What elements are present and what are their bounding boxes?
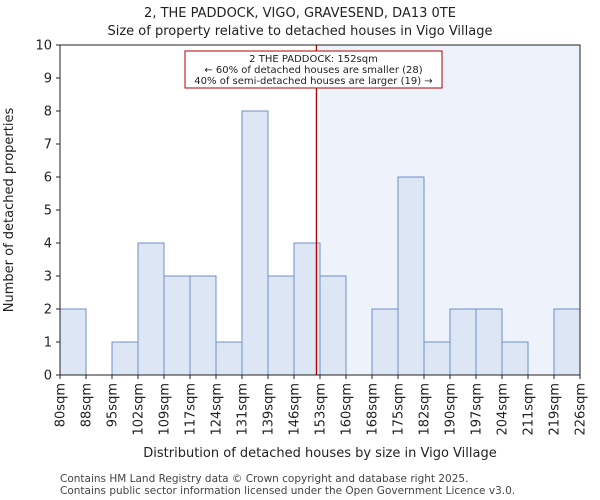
x-tick-label: 211sqm bbox=[522, 383, 537, 436]
y-tick-label: 5 bbox=[44, 204, 52, 219]
y-tick-label: 7 bbox=[44, 138, 52, 153]
x-tick-label: 204sqm bbox=[496, 383, 511, 436]
y-tick-label: 8 bbox=[44, 105, 52, 120]
y-tick-label: 10 bbox=[35, 39, 52, 54]
x-tick-label: 153sqm bbox=[314, 383, 329, 436]
bar-197sqm bbox=[475, 308, 503, 376]
x-tick-label: 175sqm bbox=[392, 383, 407, 436]
bar-139sqm bbox=[267, 275, 295, 376]
annotation-line-1: 2 THE PADDOCK: 152sqm bbox=[249, 54, 378, 65]
x-tick-label: 102sqm bbox=[132, 383, 147, 436]
y-tick-label: 3 bbox=[44, 270, 52, 285]
x-tick-label: 197sqm bbox=[470, 383, 485, 436]
bar-109sqm bbox=[163, 275, 191, 376]
y-axis-label: Number of detached properties bbox=[2, 108, 17, 313]
y-tick-label: 9 bbox=[44, 72, 52, 87]
bar-80sqm bbox=[59, 308, 87, 376]
bar-102sqm bbox=[137, 242, 165, 376]
x-tick-label: 182sqm bbox=[418, 383, 433, 436]
bar-182sqm bbox=[423, 341, 451, 376]
x-tick-label: 109sqm bbox=[158, 383, 173, 436]
x-tick-label: 139sqm bbox=[262, 383, 277, 436]
annotation-box: 2 THE PADDOCK: 152sqm ← 60% of detached … bbox=[184, 50, 443, 89]
footer-line-1: Contains HM Land Registry data © Crown c… bbox=[60, 473, 469, 485]
y-tick-label: 0 bbox=[44, 369, 52, 384]
x-tick-label: 131sqm bbox=[236, 383, 251, 436]
y-tick-label: 6 bbox=[44, 171, 52, 186]
bar-153sqm bbox=[319, 275, 347, 376]
bar-219sqm bbox=[553, 308, 581, 376]
bar-131sqm bbox=[241, 110, 269, 376]
bar-190sqm bbox=[449, 308, 477, 376]
y-tick-label: 1 bbox=[44, 336, 52, 351]
bar-124sqm bbox=[215, 341, 243, 376]
x-tick-label: 80sqm bbox=[54, 383, 69, 427]
x-axis-label: Distribution of detached houses by size … bbox=[143, 446, 496, 461]
bar-204sqm bbox=[501, 341, 529, 376]
bar-146sqm bbox=[293, 242, 321, 376]
bar-168sqm bbox=[371, 308, 399, 376]
footer-line-2: Contains public sector information licen… bbox=[60, 485, 516, 497]
x-tick-label: 160sqm bbox=[340, 383, 355, 436]
x-tick-label: 88sqm bbox=[80, 383, 95, 427]
y-tick-label: 4 bbox=[44, 237, 52, 252]
y-tick-label: 2 bbox=[44, 303, 52, 318]
x-tick-label: 95sqm bbox=[106, 383, 121, 427]
x-tick-label: 219sqm bbox=[548, 383, 563, 436]
x-tick-label: 168sqm bbox=[366, 383, 381, 436]
bar-95sqm bbox=[111, 341, 139, 376]
x-tick-label: 190sqm bbox=[444, 383, 459, 436]
bar-117sqm bbox=[189, 275, 217, 376]
annotation-line-2: ← 60% of detached houses are smaller (28… bbox=[204, 65, 422, 76]
x-tick-label: 117sqm bbox=[184, 383, 199, 436]
chart-title: 2, THE PADDOCK, VIGO, GRAVESEND, DA13 0T… bbox=[144, 6, 456, 21]
x-tick-label: 146sqm bbox=[288, 383, 303, 436]
annotation-line-3: 40% of semi-detached houses are larger (… bbox=[194, 76, 432, 87]
x-tick-label: 124sqm bbox=[210, 383, 225, 436]
chart-subtitle: Size of property relative to detached ho… bbox=[107, 24, 492, 39]
bar-175sqm bbox=[397, 176, 425, 376]
x-tick-label: 226sqm bbox=[574, 383, 589, 436]
